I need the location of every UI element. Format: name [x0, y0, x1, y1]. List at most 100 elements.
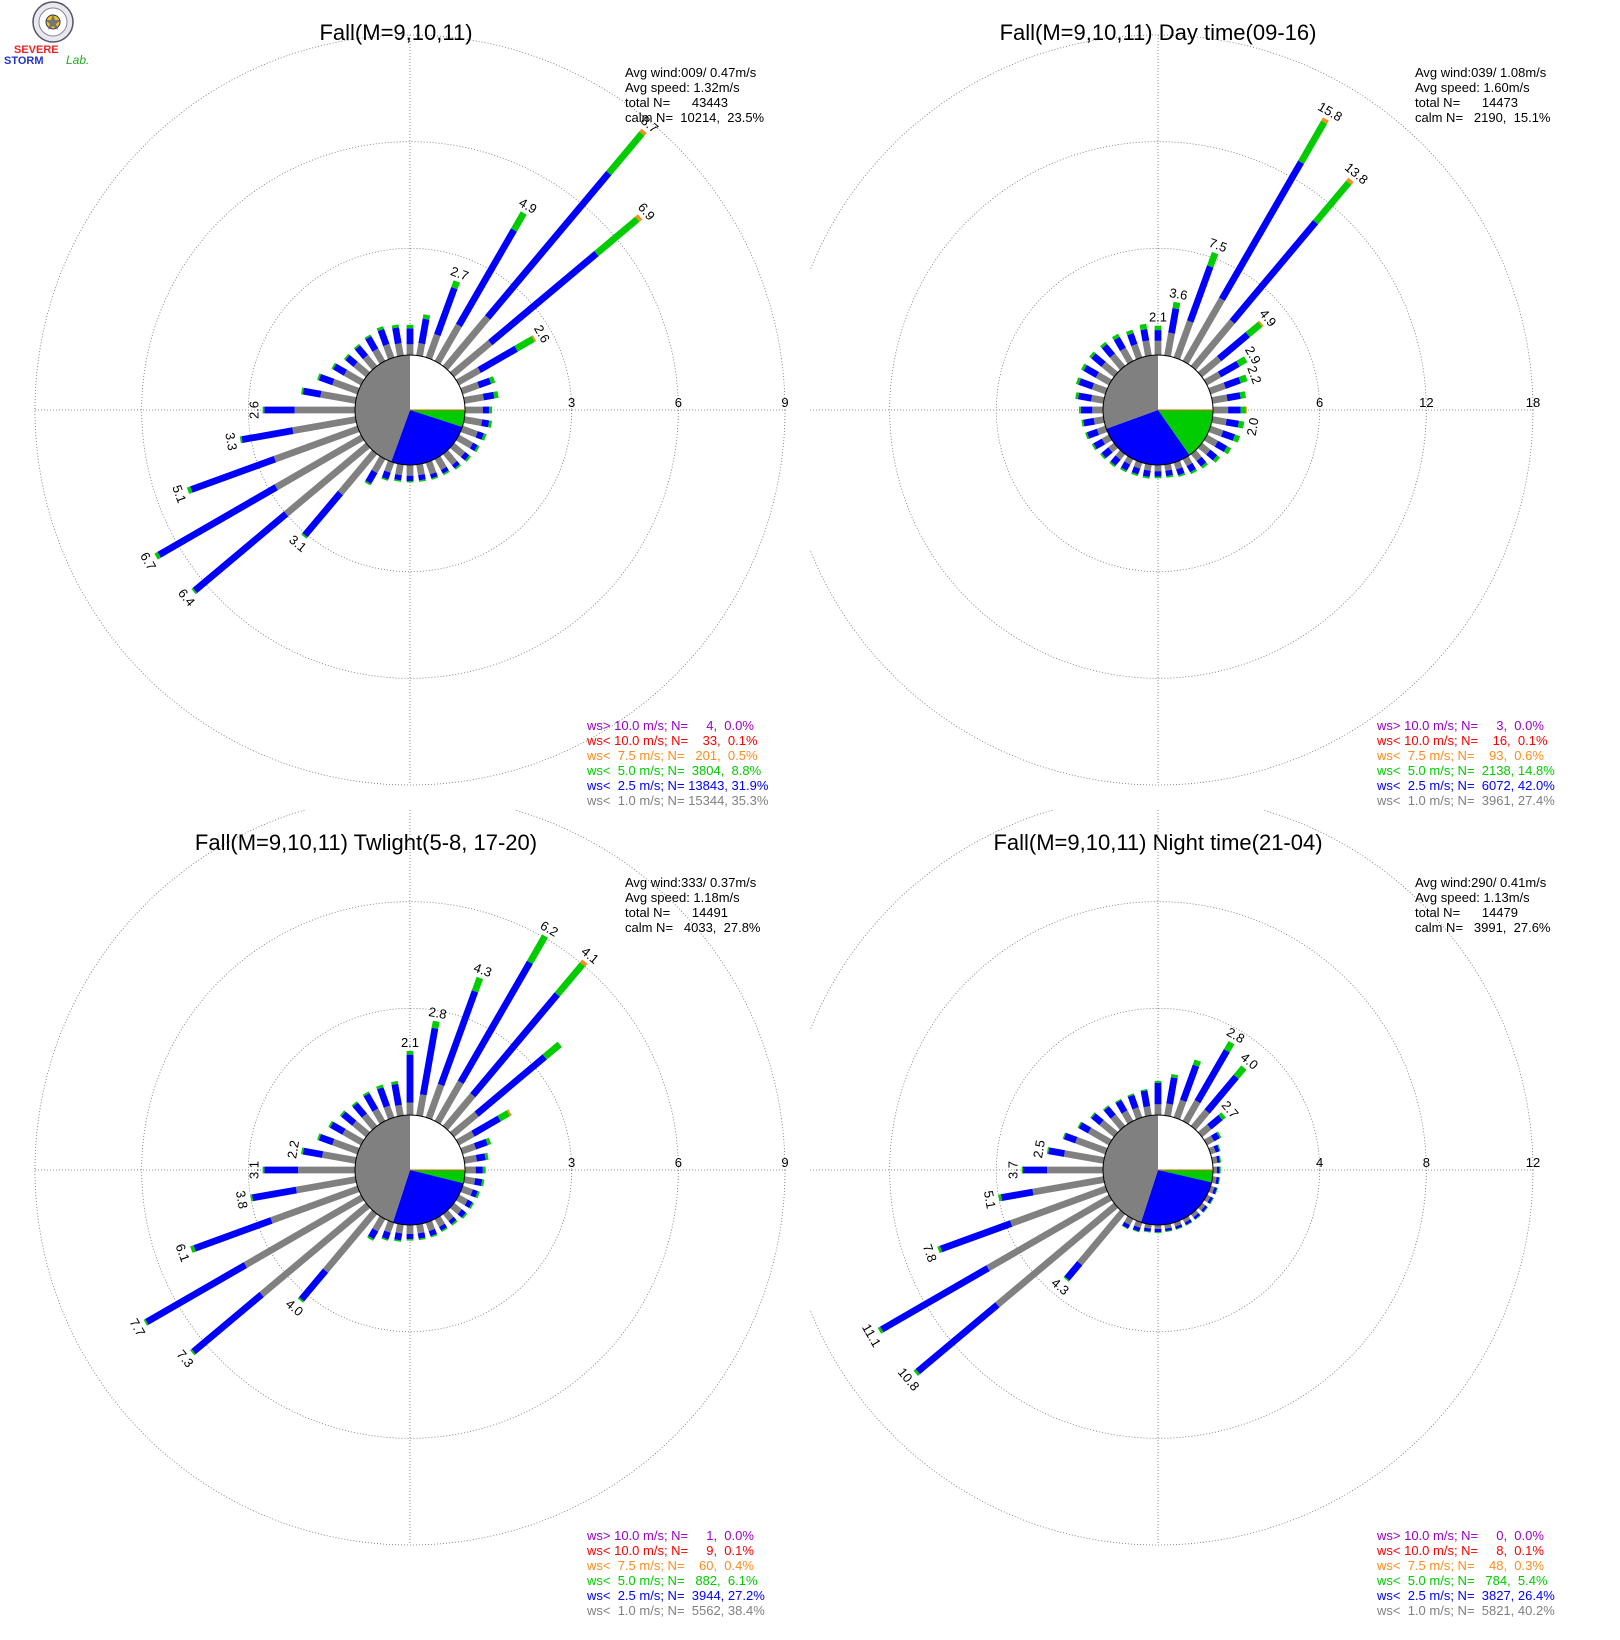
- bar-segment: [437, 990, 479, 1087]
- calm-sector: [410, 1170, 466, 1184]
- bar-segment: [1214, 440, 1228, 452]
- bar-segment: [1194, 1049, 1230, 1104]
- bar-segment: [1257, 320, 1264, 327]
- bar-segment: [1063, 1276, 1070, 1282]
- bar-segment: [1203, 371, 1222, 386]
- bar-segment: [451, 280, 460, 290]
- bar-segment: [514, 336, 535, 352]
- bar-segment: [1143, 1227, 1152, 1232]
- bar-segment: [425, 1220, 435, 1232]
- bar-segment: [351, 1101, 358, 1107]
- bar-segment: [1078, 378, 1095, 390]
- bar-segment: [1203, 1194, 1211, 1203]
- bar-segment: [1164, 1227, 1173, 1232]
- avg-wind-text: Avg wind:039/ 1.08m/s: [1415, 65, 1547, 80]
- bar-segment: [1121, 1110, 1134, 1125]
- bar-segment: [1215, 1176, 1220, 1185]
- bar-segment: [1197, 1202, 1206, 1211]
- bar-segment: [1115, 1099, 1128, 1114]
- bar-segment: [384, 1220, 395, 1233]
- bar-segment: [449, 340, 493, 378]
- bar-segment: [465, 1166, 476, 1174]
- bar-segment: [418, 474, 426, 481]
- bar-segment: [1212, 455, 1220, 463]
- bar-segment: [1190, 1209, 1199, 1218]
- legend-row: ws< 5.0 m/s; N= 882, 6.1%: [587, 1573, 758, 1588]
- bar-segment: [1184, 1219, 1192, 1226]
- ring-label: 12: [1526, 1155, 1540, 1170]
- bar-segment: [1126, 329, 1134, 336]
- bar-total-label: 4.3: [472, 960, 494, 980]
- bar-segment: [1223, 446, 1232, 455]
- bar-segment: [457, 960, 533, 1084]
- bar-segment: [367, 1235, 374, 1241]
- bar-segment: [1218, 1155, 1222, 1163]
- bar-segment: [1228, 406, 1241, 414]
- bar-segment: [362, 354, 378, 371]
- bar-segment: [273, 425, 360, 463]
- bar-segment: [1132, 1225, 1141, 1232]
- bar-segment: [1154, 1080, 1162, 1083]
- bar-segment: [460, 1143, 477, 1155]
- ring-label: 6: [675, 395, 682, 410]
- panel-title: Fall(M=9,10,11) Twlight(5-8, 17-20): [194, 830, 538, 855]
- bar-segment: [434, 323, 462, 365]
- bar-segment: [318, 1134, 335, 1146]
- bar-segment: [485, 170, 612, 320]
- bar-segment: [1217, 1144, 1221, 1152]
- bar-segment: [471, 976, 484, 993]
- bar-segment: [391, 1083, 402, 1106]
- bar-segment: [372, 1108, 386, 1125]
- windrose-plot: 6 12 182.13.67.515.813.84.92.92.22.0: [810, 34, 1540, 786]
- bar-segment: [1196, 456, 1207, 467]
- legend-row: ws< 7.5 m/s; N= 48, 0.3%: [1377, 1558, 1544, 1573]
- bar-total-label: 2.2: [284, 1139, 302, 1159]
- bar-segment: [1080, 406, 1093, 414]
- bar-segment: [317, 373, 322, 381]
- bar-segment: [429, 472, 438, 479]
- bar-segment: [1209, 1197, 1214, 1205]
- bar-segment: [322, 1209, 378, 1273]
- bar-segment: [381, 477, 389, 481]
- bar-segment: [1178, 473, 1186, 477]
- bar-segment: [460, 425, 478, 438]
- bar-segment: [406, 481, 414, 483]
- bar-segment: [1081, 419, 1085, 427]
- legend-row: ws< 5.0 m/s; N= 2138, 14.8%: [1377, 763, 1555, 778]
- bar-segment: [364, 480, 372, 486]
- legend-row: ws< 2.5 m/s; N= 6072, 42.0%: [1377, 778, 1555, 793]
- bar-segment: [469, 1202, 475, 1209]
- speed-legend: ws> 10.0 m/s; N= 1, 0.0% ws< 10.0 m/s; N…: [587, 1528, 765, 1618]
- bar-segment: [1110, 1114, 1126, 1131]
- bar-segment: [1154, 471, 1162, 477]
- bar-segment: [1120, 461, 1131, 471]
- ring-label: 6: [1316, 395, 1323, 410]
- bar-segment: [470, 992, 560, 1098]
- bar-segment: [1176, 467, 1185, 476]
- bar-segment: [1154, 476, 1162, 479]
- bar-segment: [1154, 330, 1162, 341]
- bar-segment: [1093, 416, 1105, 425]
- bar-segment: [639, 128, 647, 136]
- grid-ring: [810, 810, 1534, 1546]
- bar-segment: [1063, 1150, 1105, 1164]
- bar-segment: [406, 1233, 414, 1240]
- bar-segment: [482, 391, 495, 401]
- bar-segment: [1063, 1132, 1078, 1144]
- bar-segment: [376, 326, 384, 332]
- calm-sector: [1102, 355, 1158, 429]
- bar-segment: [1186, 462, 1196, 473]
- avg-speed-text: Avg speed: 1.32m/s: [625, 80, 740, 95]
- bar-segment: [1139, 323, 1148, 331]
- bar-segment: [383, 1105, 395, 1120]
- bar-segment: [318, 374, 335, 386]
- bar-segment: [455, 1130, 475, 1146]
- bar-segment: [332, 378, 360, 395]
- legend-row: ws< 2.5 m/s; N= 13843, 31.9%: [587, 778, 769, 793]
- bar-segment: [1192, 1059, 1201, 1067]
- bar-segment: [880, 1265, 990, 1333]
- stats-block: Avg wind:290/ 0.41m/s Avg speed: 1.13m/s…: [1415, 875, 1551, 935]
- bar-segment: [394, 474, 402, 481]
- avg-wind-text: Avg wind:290/ 0.41m/s: [1415, 875, 1547, 890]
- bar-segment: [463, 416, 483, 426]
